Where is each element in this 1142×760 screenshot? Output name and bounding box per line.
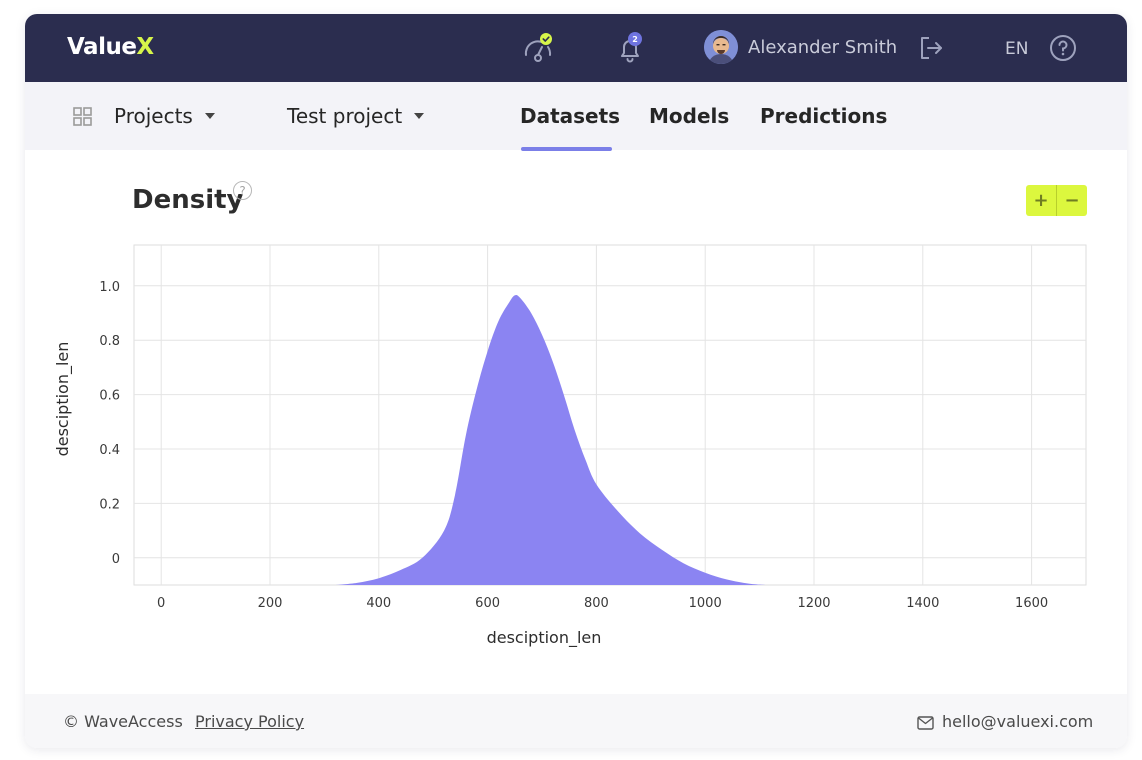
nav-bar: Projects Test project Datasets Models Pr… <box>25 82 1127 151</box>
x-tick-label: 800 <box>584 596 609 611</box>
y-axis-label: desciption_len <box>53 342 73 457</box>
chevron-down-icon <box>204 113 215 119</box>
contact-email-link[interactable]: hello@valuexi.com <box>942 712 1094 731</box>
help-circle-icon[interactable] <box>1049 34 1077 62</box>
mail-icon <box>917 715 934 734</box>
active-tab-indicator <box>521 147 612 151</box>
y-tick-label: 0.6 <box>99 389 120 404</box>
projects-label: Projects <box>114 104 193 128</box>
top-header: ValueX 2 <box>25 14 1127 82</box>
x-tick-label: 400 <box>366 596 391 611</box>
x-tick-label: 1000 <box>689 596 722 611</box>
language-selector[interactable]: EN <box>1005 39 1029 59</box>
y-tick-label: 1.0 <box>99 280 120 295</box>
logo[interactable]: ValueX <box>67 34 154 60</box>
notifications-bell-icon[interactable]: 2 <box>613 32 647 66</box>
density-area <box>335 295 766 585</box>
chevron-down-icon <box>414 113 425 119</box>
tab-predictions[interactable]: Predictions <box>760 104 888 128</box>
x-tick-label: 1600 <box>1015 596 1048 611</box>
status-icon[interactable] <box>521 32 555 66</box>
project-dropdown[interactable]: Test project <box>287 104 425 128</box>
copyright-text: © WaveAccess <box>63 712 183 731</box>
x-tick-label: 1200 <box>797 596 830 611</box>
help-icon[interactable]: ? <box>233 181 252 200</box>
x-tick-label: 200 <box>258 596 283 611</box>
x-tick-label: 600 <box>475 596 500 611</box>
x-axis-label: desciption_len <box>487 628 602 648</box>
project-label: Test project <box>287 104 403 128</box>
tab-datasets[interactable]: Datasets <box>520 104 621 128</box>
grid-icon[interactable] <box>73 107 93 127</box>
notification-badge: 2 <box>628 32 642 46</box>
zoom-in-button[interactable]: + <box>1026 185 1056 216</box>
zoom-controls: + − <box>1026 185 1087 216</box>
y-tick-label: 0 <box>112 552 120 567</box>
x-tick-label: 0 <box>157 596 165 611</box>
user-name[interactable]: Alexander Smith <box>748 37 898 58</box>
projects-dropdown[interactable]: Projects <box>114 104 215 128</box>
panel-title: Density <box>132 185 244 215</box>
logout-icon[interactable] <box>918 34 946 62</box>
y-tick-label: 0.2 <box>99 497 120 512</box>
footer: © WaveAccess Privacy Policy hello@valuex… <box>25 694 1127 748</box>
y-tick-label: 0.8 <box>99 334 120 349</box>
privacy-policy-link[interactable]: Privacy Policy <box>195 712 305 731</box>
app-card: ValueX 2 <box>25 14 1127 748</box>
density-chart: 0 200 400 600 800 1000 1200 1400 1600 0 0.2 0.4 0.6 0… <box>53 244 1087 648</box>
tab-models[interactable]: Models <box>649 104 730 128</box>
y-tick-label: 0.4 <box>99 443 120 458</box>
avatar[interactable] <box>704 30 738 64</box>
x-tick-label: 1400 <box>906 596 939 611</box>
zoom-out-button[interactable]: − <box>1057 185 1087 216</box>
zoom-divider <box>1056 185 1057 216</box>
